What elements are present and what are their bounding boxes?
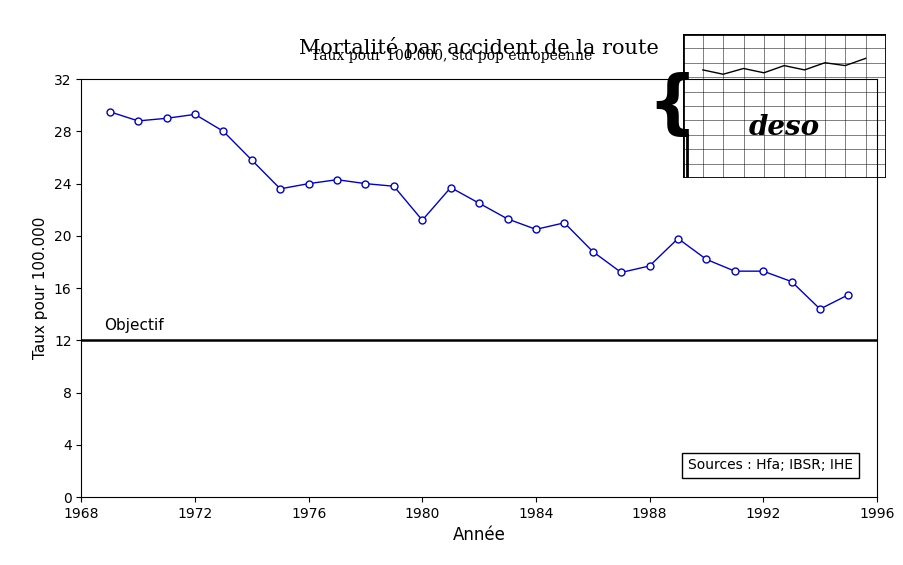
Text: Sources : Hfa; IBSR; IHE: Sources : Hfa; IBSR; IHE <box>687 458 852 472</box>
X-axis label: Année: Année <box>452 527 505 545</box>
Text: deso: deso <box>748 114 819 141</box>
Text: Objectif: Objectif <box>104 318 163 333</box>
Title: Mortalité par accident de la route: Mortalité par accident de la route <box>299 37 658 58</box>
Y-axis label: Taux pour 100.000: Taux pour 100.000 <box>33 217 48 359</box>
Text: {: { <box>647 72 696 140</box>
Text: Taux pour 100.000, std pop européenne: Taux pour 100.000, std pop européenne <box>311 48 592 63</box>
